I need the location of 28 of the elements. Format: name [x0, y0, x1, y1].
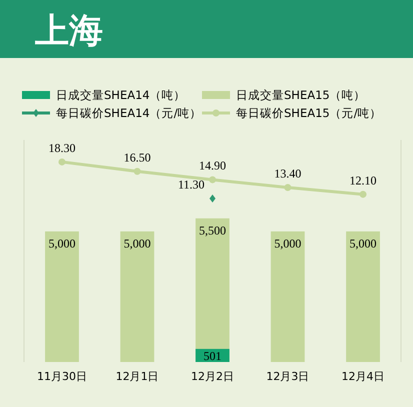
data-label: 5,500 [199, 223, 226, 238]
chart-title: 上海 [34, 11, 103, 51]
x-tick-label: 12月1日 [116, 370, 159, 383]
legend-label: 每日碳价SHEA15（元/吨） [236, 106, 382, 120]
point [360, 190, 367, 198]
data-label: 5,000 [350, 236, 377, 250]
point [210, 194, 216, 203]
legend-label: 日成交量SHEA15（吨） [236, 88, 366, 102]
x-tick-label: 12月4日 [342, 370, 385, 383]
point [284, 184, 292, 192]
data-label: 18.30 [48, 140, 76, 155]
data-label: 5,000 [274, 236, 302, 250]
x-tick-label: 12月2日 [191, 370, 234, 383]
legend-label: 日成交量SHEA14（吨） [56, 88, 186, 102]
x-tick-label: 11月30日 [36, 370, 87, 383]
data-label: 501 [204, 349, 222, 363]
data-label: 16.50 [124, 150, 151, 164]
data-label: 13.40 [274, 166, 302, 181]
x-tick-label: 12月3日 [266, 370, 310, 383]
legend-label: 每日碳价SHEA14（元/吨） [56, 106, 202, 120]
data-label: 5,000 [48, 236, 76, 250]
point [209, 176, 216, 184]
data-label: 12.10 [350, 173, 377, 188]
data-label: 11.30 [178, 178, 204, 192]
point [58, 158, 66, 166]
data-label: 14.90 [199, 158, 226, 173]
point [134, 168, 141, 175]
data-label: 5,000 [124, 236, 151, 250]
